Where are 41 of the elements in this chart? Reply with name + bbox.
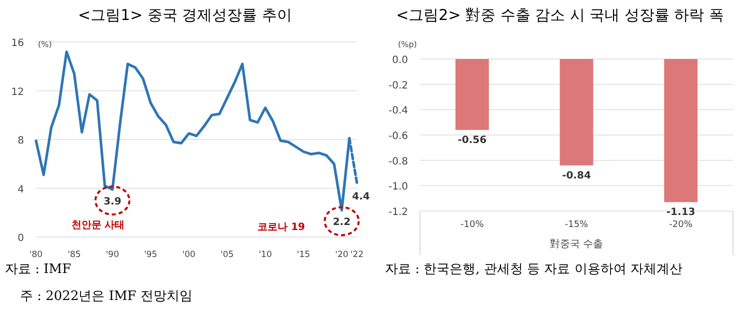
x-tick-label: '10 <box>258 250 272 260</box>
text: 자료 : IMF <box>5 262 72 277</box>
y-tick-label: 16 <box>11 38 24 49</box>
x-tick-label: '85 <box>68 250 81 260</box>
x-tick-label: -20% <box>669 220 693 230</box>
x-tick-label: '90 <box>106 250 120 260</box>
x-tick-label: '95 <box>144 250 158 260</box>
x-tick-label: '05 <box>220 250 234 260</box>
annotation: 4.4 <box>352 191 370 202</box>
data-label: -1.13 <box>666 207 696 218</box>
y-tick-label: -1.0 <box>388 182 408 193</box>
y-tick-label: -0.4 <box>388 106 408 117</box>
x-tick-label: '80 <box>29 250 43 260</box>
x-tick-label: '00 <box>182 250 196 260</box>
y-tick-label: 0.0 <box>392 55 408 66</box>
annotation: 코로나 19 <box>258 222 306 233</box>
annotation: 3.9 <box>104 196 122 208</box>
text: 주 : 2022년은 IMF 전망치임 <box>20 289 192 304</box>
x-tick-label: '20 <box>335 250 348 260</box>
chart-title: <그림2> 對중 수출 감소 시 국내 성장률 하락 폭 <box>396 6 724 24</box>
y-tick-label: -0.2 <box>388 80 408 92</box>
y-tick-label: 12 <box>11 86 24 98</box>
x-tick-label: '15 <box>296 250 310 260</box>
y-tick-label: 0 <box>18 233 24 244</box>
text: 자료 : 한국은행, 관세청 등 자료 이용하여 자체계산 <box>385 262 682 277</box>
y-tick-label: -0.6 <box>388 131 408 142</box>
y-axis-title: (%) <box>38 40 52 49</box>
annotation: 천안문 사태 <box>71 220 125 231</box>
chart-title: <그림1> 중국 경제성장률 추이 <box>78 6 292 24</box>
annotation: 2.2 <box>332 217 351 228</box>
x-tick-label: -15% <box>564 220 589 230</box>
x-tick-label: '22 <box>350 250 364 260</box>
y-tick-label: -0.8 <box>388 156 408 168</box>
y-tick-label: 8 <box>18 136 24 146</box>
y-tick-label: 4 <box>18 184 24 196</box>
data-label: -0.84 <box>562 170 591 182</box>
x-tick-label: -10% <box>460 220 484 230</box>
x-axis-title: 對중국 수출 <box>550 238 604 250</box>
data-label: -0.56 <box>458 134 487 146</box>
y-tick-label: -1.2 <box>388 207 408 218</box>
y-axis-title: (%p) <box>398 40 417 49</box>
